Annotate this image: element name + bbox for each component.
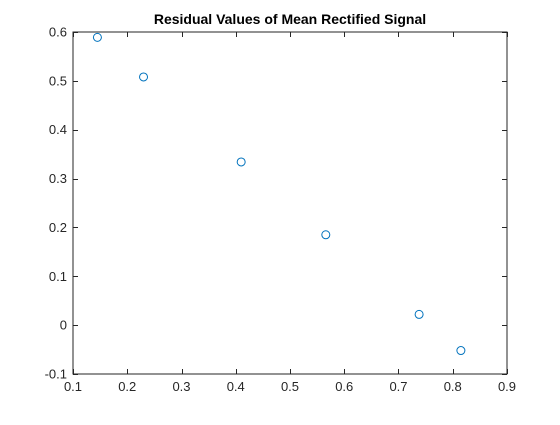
y-tick-label: -0.1 bbox=[45, 367, 67, 382]
y-tick-label: 0.2 bbox=[49, 220, 67, 235]
axes bbox=[72, 31, 508, 375]
x-tick-label: 0.5 bbox=[281, 379, 299, 394]
x-tick-label: 0.7 bbox=[389, 379, 407, 394]
data-point bbox=[321, 230, 331, 240]
x-tick-label: 0.1 bbox=[64, 379, 82, 394]
x-tick-label: 0.2 bbox=[118, 379, 136, 394]
plot-box bbox=[72, 31, 508, 375]
data-point bbox=[414, 309, 424, 319]
tick-layer: 0.1 0.2 0.3 0.4 0.5 0.6 0.7 0.8 0.9 -0.1 0 0.1 0.2 0.… bbox=[45, 25, 516, 395]
data-point bbox=[139, 72, 149, 82]
y-tick-label: 0.5 bbox=[49, 73, 67, 88]
data-point bbox=[92, 32, 102, 42]
x-tick-label: 0.8 bbox=[444, 379, 462, 394]
y-tick-label: 0.4 bbox=[49, 122, 67, 137]
chart-title: Residual Values of Mean Rectified Signal bbox=[154, 11, 426, 27]
x-tick-label: 0.4 bbox=[227, 379, 245, 394]
x-tick-label: 0.9 bbox=[498, 379, 516, 394]
x-tick-label: 0.6 bbox=[335, 379, 353, 394]
x-tick-label: 0.3 bbox=[172, 379, 190, 394]
data-point bbox=[236, 157, 246, 167]
y-tick-label: 0.6 bbox=[49, 25, 67, 40]
y-tick-label: 0.3 bbox=[49, 171, 67, 186]
data-point bbox=[456, 346, 466, 356]
y-tick-label: 0.1 bbox=[49, 269, 67, 284]
y-tick-label: 0 bbox=[60, 318, 67, 333]
data-points bbox=[92, 32, 466, 356]
